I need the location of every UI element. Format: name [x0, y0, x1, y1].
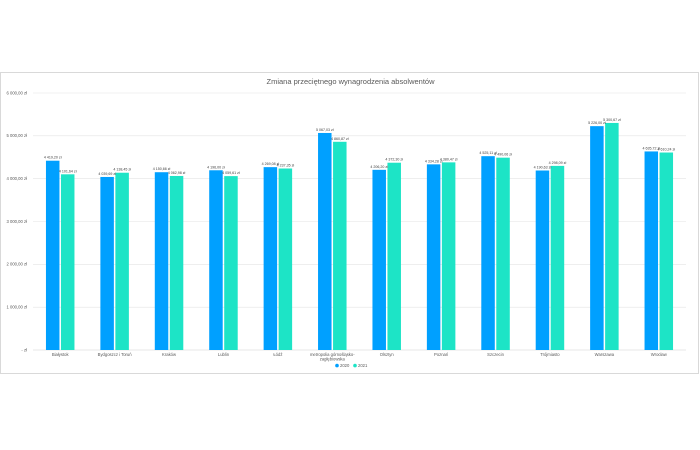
- x-category-label: Bydgoszcz i Toruń: [98, 352, 133, 357]
- bar-2020: [45, 160, 60, 350]
- x-category-label: zagłębiowska: [320, 357, 346, 362]
- data-label: 4 138,45 zł: [113, 168, 131, 172]
- data-label: 4 610,24 zł: [657, 148, 675, 152]
- data-label: 4 635,72 zł: [642, 146, 660, 150]
- x-category-label: Poznań: [434, 352, 449, 357]
- data-label: 4 101,64 zł: [59, 169, 77, 173]
- bar-2021: [659, 152, 674, 350]
- x-category-label: Kraków: [162, 352, 177, 357]
- bar-2021: [60, 174, 75, 350]
- data-label: 4 059,61 zł: [222, 171, 240, 175]
- bar-2020: [263, 167, 278, 350]
- x-category-label: Szczecin: [487, 352, 504, 357]
- y-tick-label: 4 000,00 zł: [7, 176, 28, 181]
- y-tick-label: 2 000,00 zł: [7, 262, 28, 267]
- y-tick-label: 5 000,00 zł: [7, 133, 28, 138]
- grid-lines: [33, 92, 686, 351]
- data-labels: 4 419,20 zł 4 101,64 zł 4 039,69 zł4 138,4…: [44, 118, 675, 176]
- bar-2021: [496, 157, 510, 350]
- data-label: 5 067,03 zł: [316, 128, 334, 132]
- data-label: 4 490,06 zł: [494, 153, 512, 157]
- data-label: 4 419,20 zł: [44, 156, 62, 160]
- data-label: 4 372,30 zł: [385, 158, 403, 162]
- bar-2020: [535, 170, 550, 350]
- y-axis-tick-labels: - zł 1 000,00 zł 2 000,00 zł 3 000,00 zł 4 0…: [7, 90, 28, 352]
- bar-2020: [154, 172, 169, 350]
- data-label: 4 298,09 zł: [549, 161, 567, 165]
- bar-2020: [644, 151, 659, 350]
- bar-2020: [209, 170, 223, 350]
- bar-2021: [550, 165, 565, 350]
- data-label: 4 269,08 zł: [262, 162, 280, 166]
- x-category-label: Olsztyn: [380, 352, 395, 357]
- bar-2021: [387, 162, 401, 350]
- data-label: 4 860,87 zł: [331, 137, 349, 141]
- y-tick-label: - zł: [21, 347, 27, 352]
- data-label: 4 150,66 zł: [153, 167, 171, 171]
- data-label: 4 196,00 zł: [207, 165, 225, 169]
- bar-chart: Zmiana przeciętnego wynagrodzenia absolw…: [7, 77, 686, 368]
- bar-2020: [590, 126, 604, 350]
- y-tick-label: 1 000,00 zł: [7, 305, 28, 310]
- x-category-label: Wrocław: [651, 352, 668, 357]
- x-axis-category-labels: Białystok Bydgoszcz i Toruń Kraków Lublin Łó…: [52, 352, 668, 362]
- data-label: 4 206,20 zł: [370, 165, 388, 169]
- data-label: 4 525,11 zł: [479, 151, 497, 155]
- x-category-label: Łódź: [273, 352, 282, 357]
- chart-title: Zmiana przeciętnego wynagrodzenia absolw…: [266, 77, 435, 86]
- bars: [45, 122, 674, 350]
- data-label: 4 380,47 zł: [440, 157, 458, 161]
- bar-2021: [224, 176, 238, 350]
- y-tick-label: 6 000,00 zł: [7, 90, 28, 95]
- legend-marker-2020: [335, 363, 339, 368]
- bar-2021: [169, 175, 184, 350]
- chart-frame: Zmiana przeciętnego wynagrodzenia absolw…: [0, 72, 699, 374]
- data-label: 4 237,35 zł: [277, 164, 295, 168]
- x-category-label: metropolia górnośląsko-: [310, 352, 355, 357]
- bar-2021: [441, 162, 456, 350]
- x-category-label: Lublin: [218, 352, 230, 357]
- bar-2021: [333, 141, 347, 350]
- y-tick-label: 3 000,00 zł: [7, 219, 28, 224]
- x-category-label: Warszawa: [595, 352, 615, 357]
- x-category-label: Białystok: [52, 352, 70, 357]
- bar-2020: [426, 164, 441, 350]
- data-label: 4 190,63 zł: [534, 166, 552, 170]
- bar-2020: [481, 156, 495, 350]
- legend-label: 2021: [358, 363, 368, 368]
- bar-2021: [278, 168, 293, 350]
- data-label: 5 300,67 zł: [603, 118, 621, 122]
- bar-2020: [100, 176, 114, 350]
- bar-2020: [318, 132, 332, 350]
- legend-marker-2021: [353, 363, 357, 368]
- data-label: 4 039,69 zł: [98, 172, 116, 176]
- legend-label: 2020: [340, 363, 350, 368]
- data-label: 4 334,28 zł: [425, 159, 443, 163]
- bar-2020: [372, 169, 386, 350]
- bar-2021: [115, 172, 129, 350]
- legend: 2020 2021: [335, 363, 368, 368]
- data-label: 4 062,98 zł: [168, 171, 186, 175]
- bar-2021: [605, 122, 619, 350]
- data-label: 5 226,00 zł: [588, 121, 606, 125]
- x-category-label: Trójmiasto: [540, 352, 560, 357]
